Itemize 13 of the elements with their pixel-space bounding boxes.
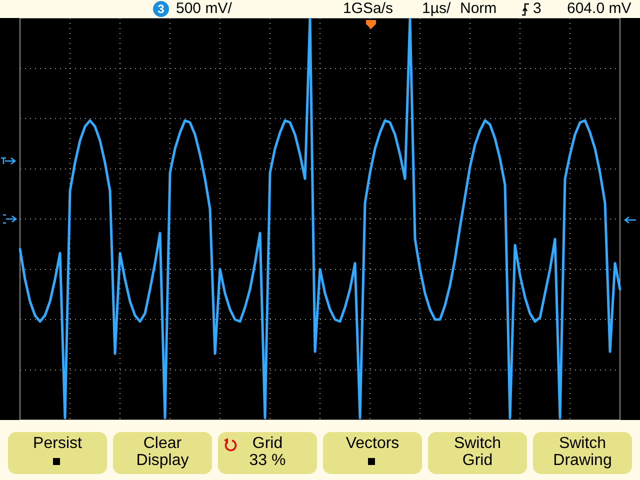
text: Norm [460, 0, 497, 18]
text: Vectors [346, 435, 400, 452]
text: 3 [153, 1, 169, 17]
text: Grid 33 % [249, 435, 286, 469]
text: 3 [533, 0, 542, 18]
text: Clear Display [136, 435, 189, 469]
text: Switch Drawing [553, 435, 612, 469]
text: 1µs/ [422, 0, 451, 18]
text: Switch Grid [454, 435, 502, 469]
text: Persist [33, 435, 82, 452]
text: 604.0 mV [567, 0, 632, 18]
text: 1GSa/s [343, 0, 394, 18]
text: 500 mV/ [176, 0, 232, 18]
